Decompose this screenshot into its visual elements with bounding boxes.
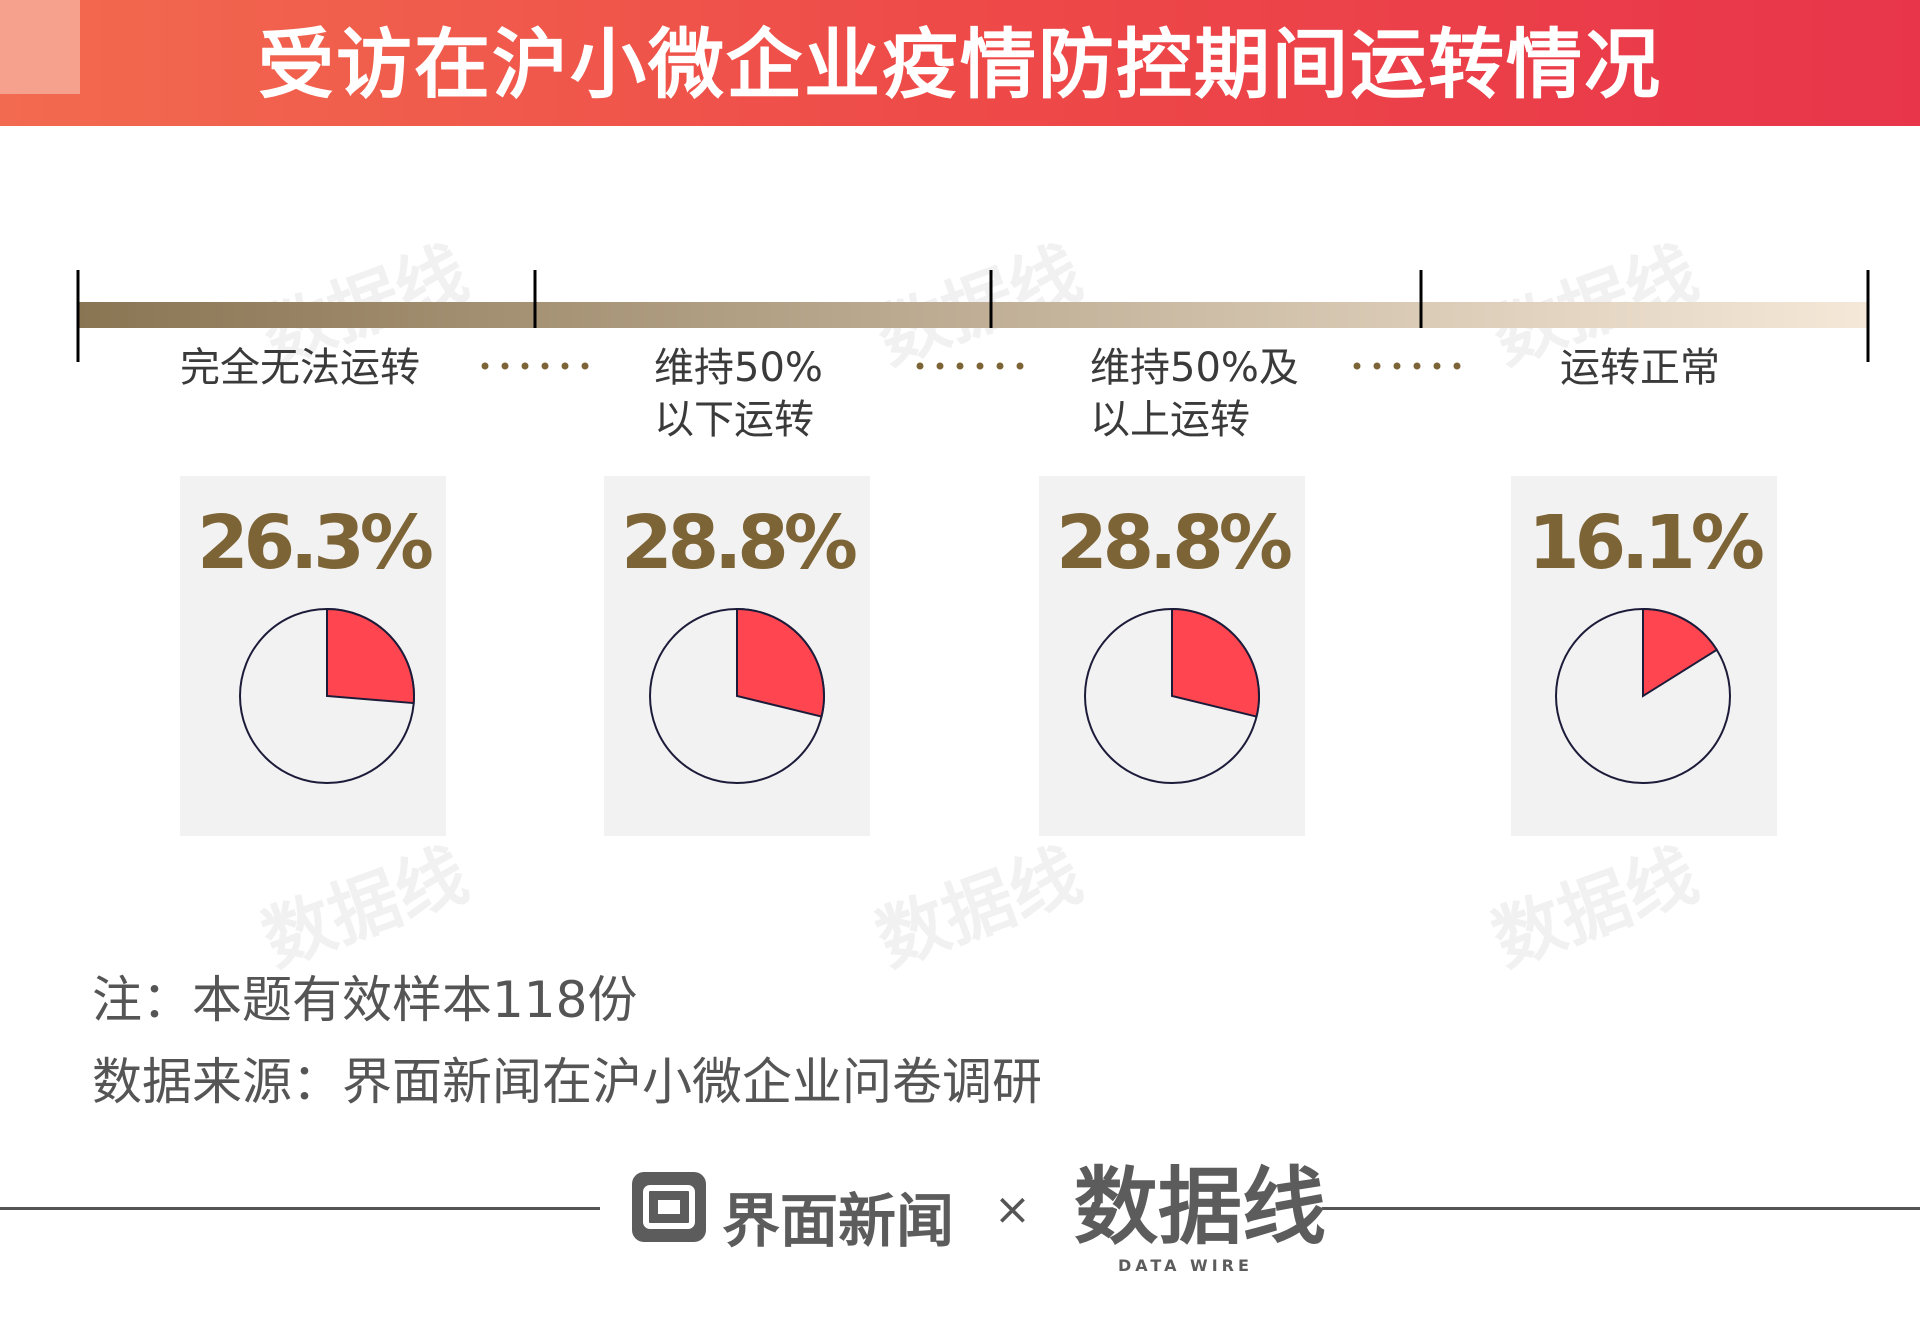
page-title: 受访在沪小微企业疫情防控期间运转情况 — [258, 20, 1662, 109]
jiemian-logo-text: 界面新闻 — [722, 1187, 955, 1255]
pie-slice-1 — [736, 607, 825, 718]
footer-divider-right — [1322, 1207, 1920, 1210]
scale-label-1: 维持50% 以下运转 — [654, 345, 823, 443]
datawire-logo-text: 数据线 — [1074, 1158, 1327, 1256]
jiemian-logo-icon — [632, 1172, 706, 1242]
logo-separator: × — [994, 1184, 1031, 1235]
value-label-0: 26.3% — [197, 500, 434, 586]
header-bar: 受访在沪小微企业疫情防控期间运转情况 — [0, 0, 1920, 126]
value-label-1: 28.8% — [621, 500, 858, 586]
pie-slice-2 — [1171, 607, 1260, 718]
value-label-3: 16.1% — [1528, 500, 1765, 586]
scale-label-2: 维持50%及 以上运转 — [1090, 345, 1299, 443]
scale-bar-track — [78, 302, 1868, 328]
dots-separator — [1353, 362, 1461, 370]
footer-divider-left — [0, 1207, 600, 1210]
scale-label-0: 完全无法运转 — [180, 345, 420, 391]
dots-separator — [481, 362, 589, 370]
pie-slice-3 — [1642, 607, 1719, 698]
scale-bar — [76, 270, 1870, 370]
value-label-2: 28.8% — [1056, 500, 1293, 586]
pie-slice-0 — [326, 607, 415, 705]
source-note: 数据来源：界面新闻在沪小微企业问卷调研 — [92, 1053, 1042, 1111]
dots-separator — [916, 362, 1024, 370]
scale-label-3: 运转正常 — [1560, 345, 1720, 391]
header-corner-block — [0, 0, 80, 94]
sample-note: 注：本题有效样本118份 — [92, 971, 638, 1029]
datawire-logo-subtext: DATA WIRE — [1118, 1256, 1253, 1275]
